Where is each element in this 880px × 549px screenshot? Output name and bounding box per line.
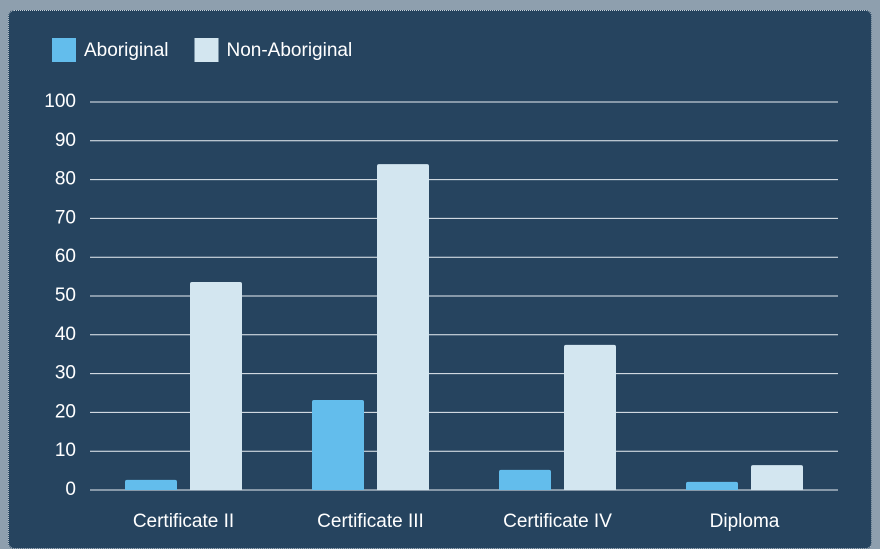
- bar: [125, 479, 177, 490]
- bar: [499, 469, 551, 490]
- bar: [686, 481, 738, 490]
- y-tick-label: 20: [55, 401, 76, 422]
- y-tick-label: 10: [55, 440, 76, 461]
- y-tick-label: 60: [55, 246, 76, 267]
- legend-label: Aboriginal: [84, 40, 169, 61]
- bar: [312, 399, 364, 490]
- bar: [751, 465, 803, 490]
- legend-label: Non-Aboriginal: [227, 40, 353, 61]
- bar: [190, 282, 242, 490]
- chart-panel: [8, 10, 872, 549]
- x-tick-label: Certificate II: [133, 511, 234, 532]
- legend-swatch: [52, 38, 76, 62]
- y-tick-label: 100: [44, 91, 76, 112]
- y-tick-label: 40: [55, 324, 76, 345]
- x-tick-label: Diploma: [710, 511, 780, 532]
- legend-swatch: [194, 38, 219, 62]
- bar: [377, 164, 429, 490]
- bar: [564, 344, 616, 490]
- y-tick-label: 30: [55, 363, 76, 384]
- x-tick-label: Certificate IV: [503, 511, 612, 532]
- y-tick-label: 90: [55, 130, 76, 151]
- y-tick-label: 50: [55, 285, 76, 306]
- x-tick-label: Certificate III: [317, 511, 424, 532]
- y-tick-label: 0: [65, 479, 76, 500]
- y-tick-label: 70: [55, 207, 76, 228]
- y-tick-label: 80: [55, 169, 76, 190]
